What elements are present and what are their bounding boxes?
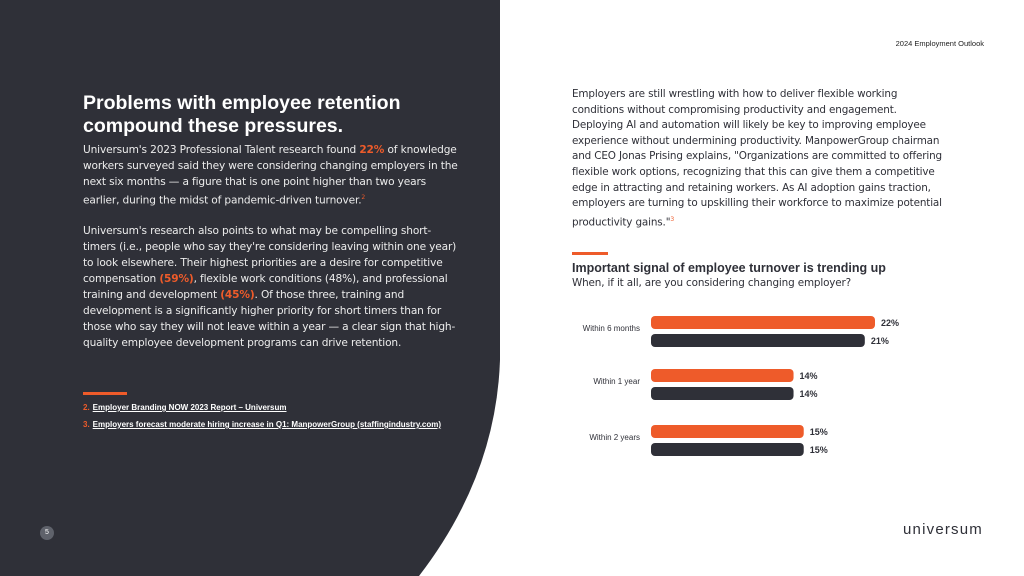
bar-value-label: 21% [871,336,889,346]
category-label: Within 6 months [583,324,640,333]
footnote-3[interactable]: 3. Employers forecast moderate hiring inc… [83,420,441,429]
para2-text-a: Universum's research also points to what… [83,225,457,285]
bar [651,316,875,329]
footnote-ref-3[interactable]: 3 [670,215,675,223]
bar-value-label: 14% [800,389,818,399]
footnote-2-number: 2. [83,403,90,412]
para1-highlight: 22% [359,144,385,156]
page-title: Problems with employee retention compoun… [83,92,401,137]
chart-divider [572,252,608,255]
para2-highlight-compensation: (59%) [159,273,194,285]
footnote-ref-2[interactable]: 2 [361,194,366,201]
flexible-work-paragraph: Employers are still wrestling with how t… [572,87,944,231]
para2-text-c: . Of those three, training and developme… [83,289,456,349]
footnote-divider [83,392,127,395]
right-para-text: Employers are still wrestling with how t… [572,88,942,229]
para2-text-b: , flexible work conditions (48%), and pr… [83,273,448,301]
page-number-badge: 5 [40,526,54,540]
category-label: Within 2 years [589,433,640,442]
category-label: Within 1 year [593,377,640,386]
universum-logo: universum [903,521,983,538]
bar-value-label: 22% [881,318,899,328]
para2-highlight-training: (45%) [220,289,255,301]
chart-title: Important signal of employee turnover is… [572,261,886,275]
footnote-3-link[interactable]: Employers forecast moderate hiring incre… [92,420,442,429]
short-timers-paragraph: Universum's research also points to what… [83,223,463,351]
bar [651,425,804,438]
retention-paragraph: Universum's 2023 Professional Talent res… [83,142,463,209]
turnover-bar-chart: Within 6 months 22% 21% Within 1 year 14% 14%… [583,316,899,456]
bar-value-label: 14% [800,371,818,381]
bar-value-label: 15% [810,445,828,455]
bar [651,334,865,347]
para1-text-b: of knowledge workers surveyed said they … [83,144,458,207]
bar [651,443,804,456]
bar [651,369,794,382]
para1-text-a: Universum's 2023 Professional Talent res… [83,144,360,156]
bar-value-label: 15% [810,427,828,437]
footnote-2-link[interactable]: Employer Branding NOW 2023 Report – Univ… [92,403,287,412]
footnote-3-number: 3. [83,420,90,429]
footnote-2[interactable]: 2. Employer Branding NOW 2023 Report – Un… [83,403,287,412]
bar [651,387,794,400]
chart-subtitle: When, if it all, are you considering cha… [572,277,852,289]
report-header-label: 2024 Employment Outlook [895,39,984,48]
